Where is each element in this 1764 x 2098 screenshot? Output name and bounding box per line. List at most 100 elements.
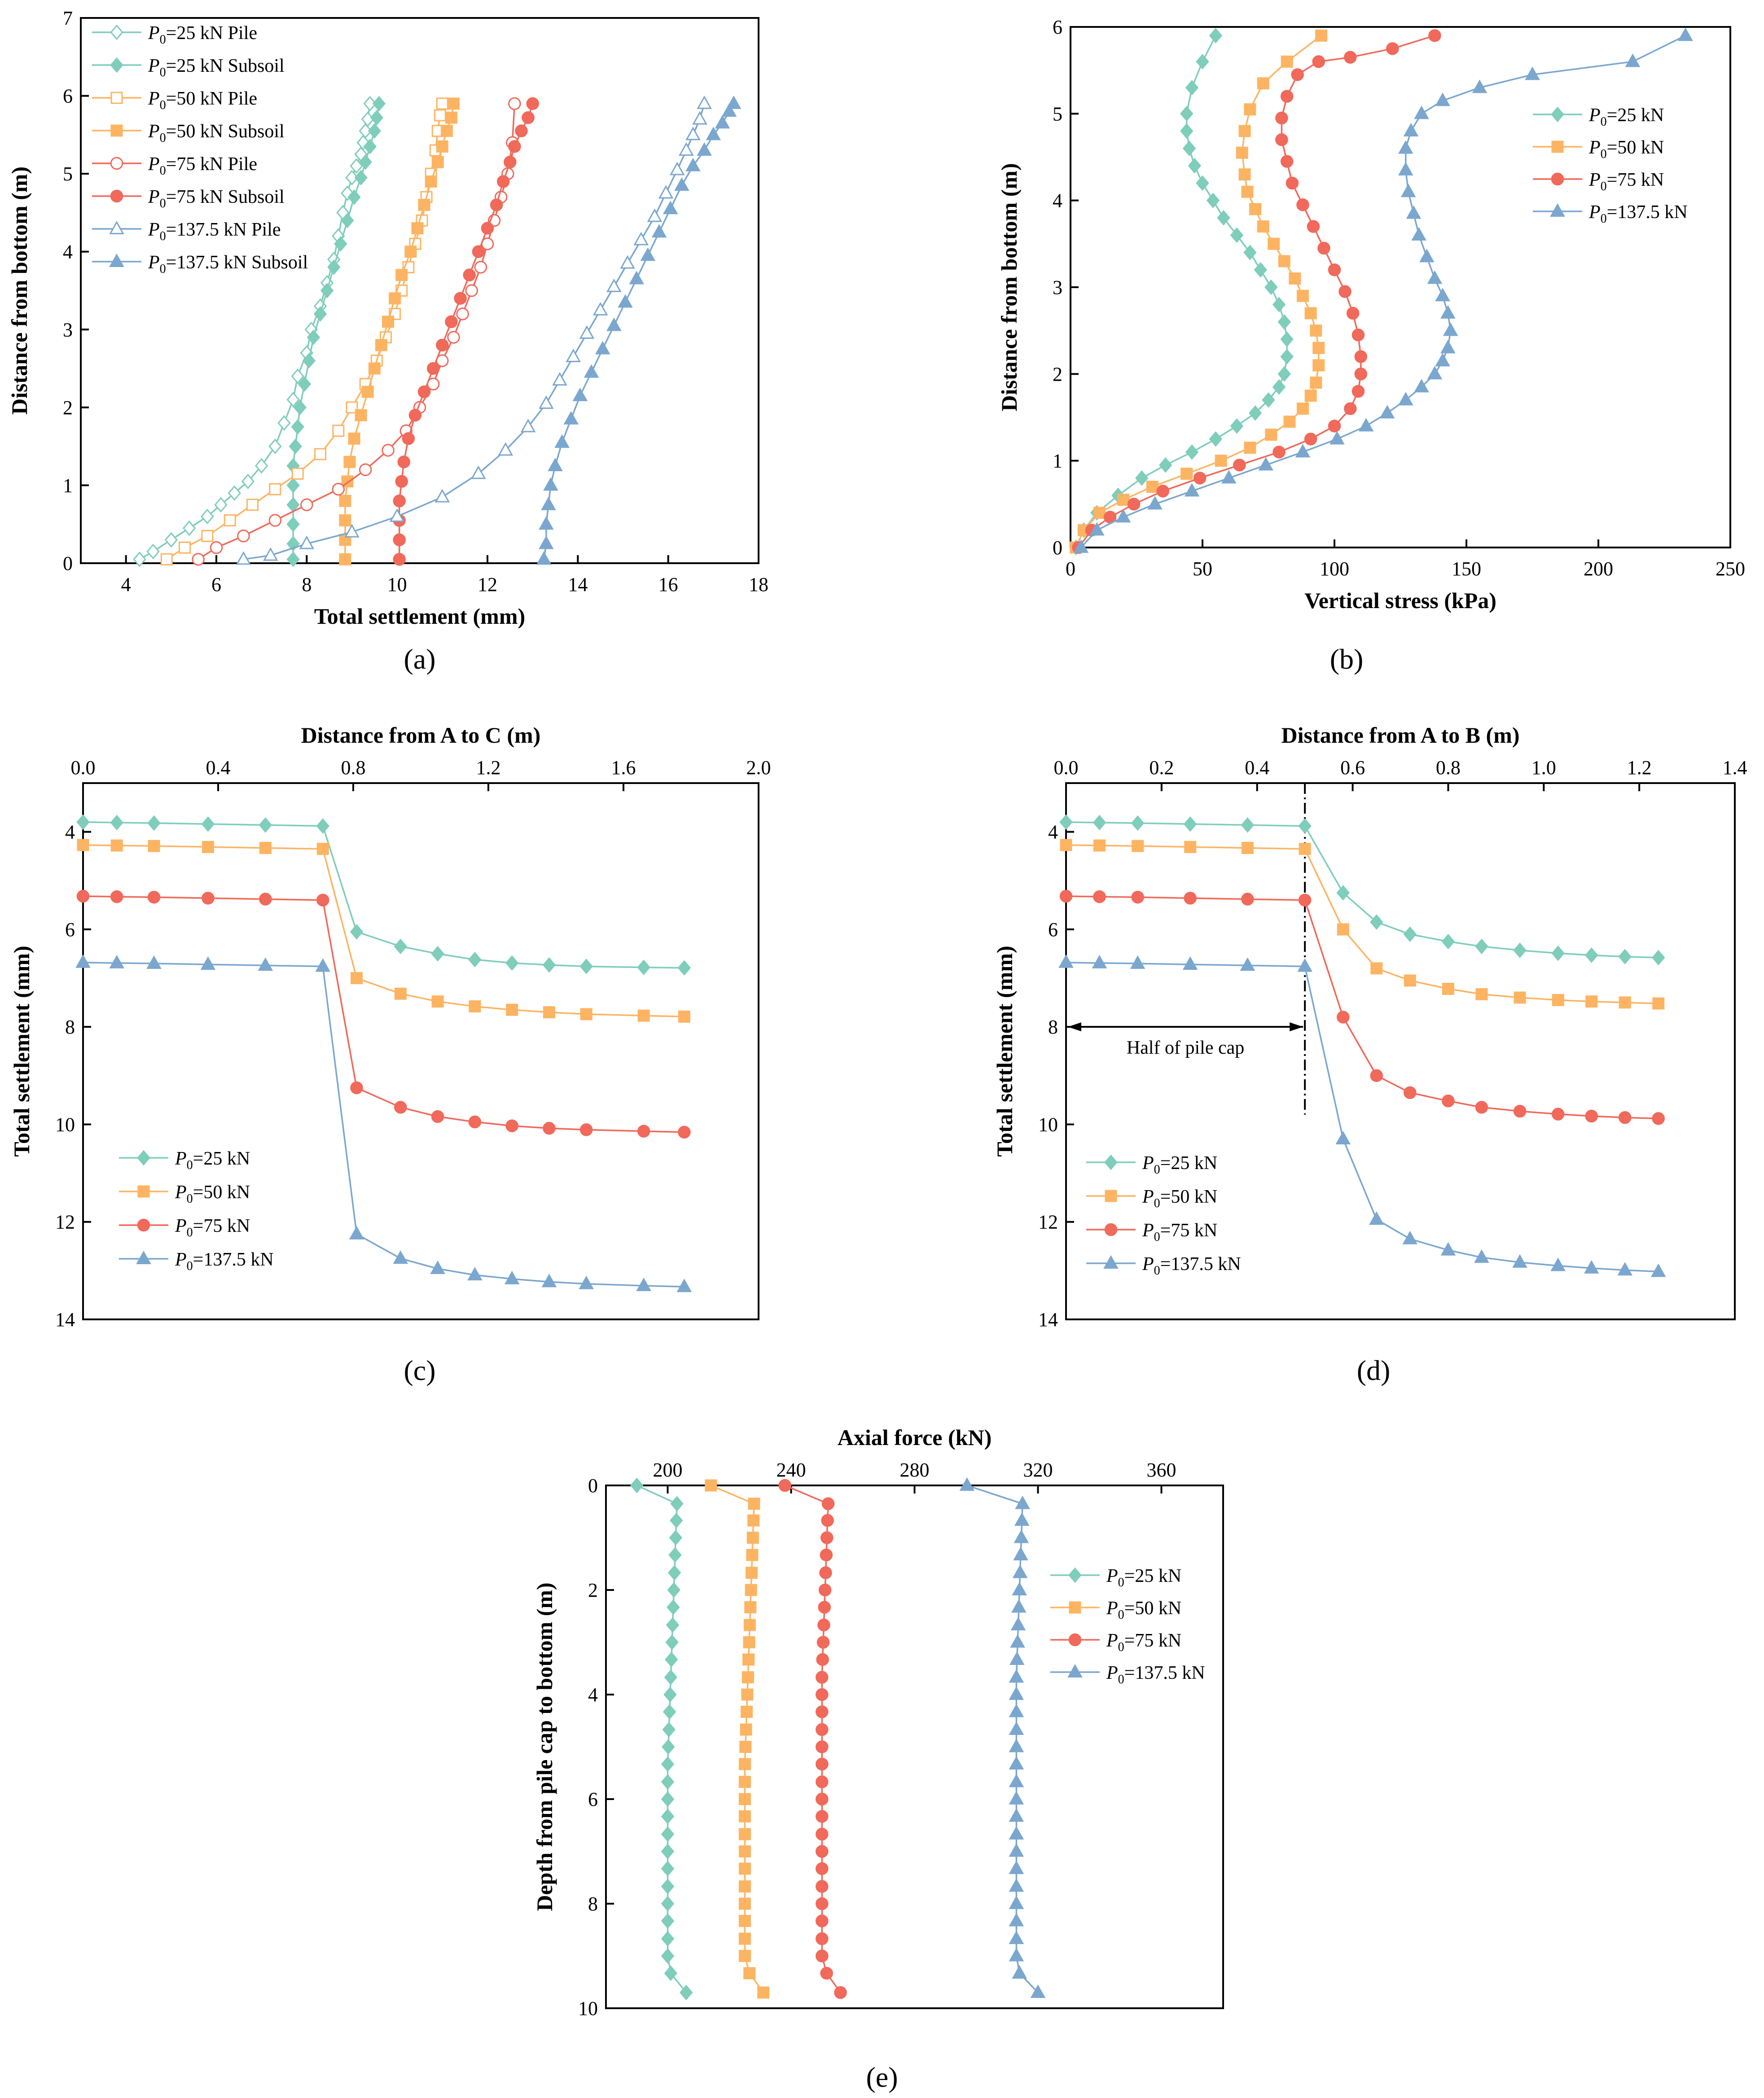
data-point (1196, 54, 1209, 70)
data-point (332, 425, 345, 437)
data-point (370, 109, 384, 126)
data-point (1009, 1721, 1024, 1735)
data-point (620, 255, 635, 269)
data-point (445, 111, 457, 124)
legend-item: P0=137.5 kN (1533, 202, 1688, 226)
data-point (445, 315, 458, 328)
data-point (726, 95, 742, 109)
data-point (579, 325, 595, 339)
y-tick-label-a: 2 (63, 397, 73, 419)
legend-label: P0=25 kN Pile (148, 23, 257, 47)
data-point (579, 1123, 593, 1136)
data-point (76, 814, 90, 830)
x-tick-label-a: 6 (211, 574, 221, 596)
data-point (1514, 991, 1526, 1004)
data-point (316, 843, 329, 855)
data-point (579, 959, 593, 974)
data-point (647, 208, 663, 222)
data-point (430, 1260, 445, 1275)
data-point (539, 395, 554, 409)
data-point (1012, 1965, 1027, 1979)
data-point (1185, 444, 1199, 460)
data-point (1206, 193, 1220, 208)
data-point (705, 1479, 717, 1492)
data-point (1012, 1564, 1028, 1578)
data-point (1328, 420, 1341, 433)
data-point (1009, 1756, 1024, 1770)
data-point (1651, 950, 1665, 966)
data-point (343, 456, 356, 468)
series-e-0 (630, 1477, 693, 2001)
legend-marker (137, 1185, 150, 1198)
data-point (629, 271, 645, 285)
data-point (1184, 483, 1200, 497)
legend-marker (110, 57, 123, 73)
data-point (662, 1739, 675, 1755)
data-point (816, 1740, 829, 1753)
series-d-3 (1058, 954, 1666, 1277)
data-point (147, 815, 161, 831)
data-point (1241, 893, 1254, 906)
data-point (692, 111, 707, 125)
y-tick-label-a: 1 (63, 474, 73, 496)
legend-marker (109, 253, 124, 267)
y-tick-label-d: 4 (1048, 821, 1058, 843)
legend-label: P0=137.5 kN (175, 1249, 274, 1273)
y-tick-label-b: 6 (1053, 16, 1062, 38)
data-point (334, 236, 347, 252)
data-point (496, 175, 510, 188)
data-point (1009, 1930, 1024, 1945)
data-point (1403, 926, 1417, 942)
data-point (526, 97, 539, 110)
x-axis-title-e: Axial force (kN) (838, 1425, 992, 1450)
data-point (1475, 1101, 1488, 1114)
y-tick-label-a: 6 (63, 85, 73, 107)
series-d-1 (1060, 839, 1665, 1010)
data-point (738, 1828, 751, 1840)
data-point (685, 127, 701, 140)
data-point (661, 1774, 675, 1790)
data-point (1330, 431, 1345, 445)
data-point (1093, 890, 1106, 903)
data-point (666, 1617, 680, 1633)
legend-item: P0=75 kN (1086, 1220, 1217, 1244)
data-point (669, 162, 685, 175)
data-point (572, 387, 588, 401)
panel-label-c: (c) (404, 1354, 435, 1386)
legend-label-text: =137.5 kN (1160, 1254, 1241, 1275)
legend-marker (137, 1150, 150, 1166)
series-a-5 (393, 97, 539, 566)
x-tick-label-e: 280 (900, 1459, 930, 1481)
x-tick-label-c: 1.2 (476, 757, 501, 779)
data-point (286, 516, 300, 532)
data-point (1262, 392, 1275, 408)
data-point (1286, 176, 1299, 190)
data-point (745, 1584, 757, 1596)
data-point (746, 1532, 759, 1544)
data-point (743, 1636, 755, 1648)
data-point (1298, 818, 1312, 834)
y-axis-title-c: Total settlement (mm) (9, 946, 34, 1156)
x-tick-label-e: 360 (1147, 1459, 1176, 1481)
y-tick-label-d: 8 (1048, 1016, 1058, 1038)
data-point (393, 553, 406, 566)
data-point (259, 817, 272, 833)
data-point (506, 1003, 518, 1016)
data-point (1277, 314, 1291, 330)
data-point (1299, 843, 1311, 855)
data-point (268, 438, 282, 454)
data-point (368, 123, 382, 139)
legend-item: P0=50 kN (1533, 137, 1664, 161)
legend-item: P0=75 kN (1050, 1630, 1181, 1654)
x-tick-label-c: 0.8 (341, 757, 366, 779)
x-tick-label-a: 12 (478, 574, 497, 596)
data-point (541, 1274, 557, 1288)
data-point (1551, 1108, 1565, 1121)
legend-item: P0=25 kN Subsoil (92, 56, 285, 79)
data-point (1585, 995, 1598, 1008)
data-point (816, 1810, 829, 1823)
x-tick-label-b: 0 (1066, 558, 1075, 580)
data-point (606, 317, 622, 331)
legend-e: P0=25 kN P0=50 kN P0=75 kN P0=137.5 kN (1050, 1566, 1205, 1686)
